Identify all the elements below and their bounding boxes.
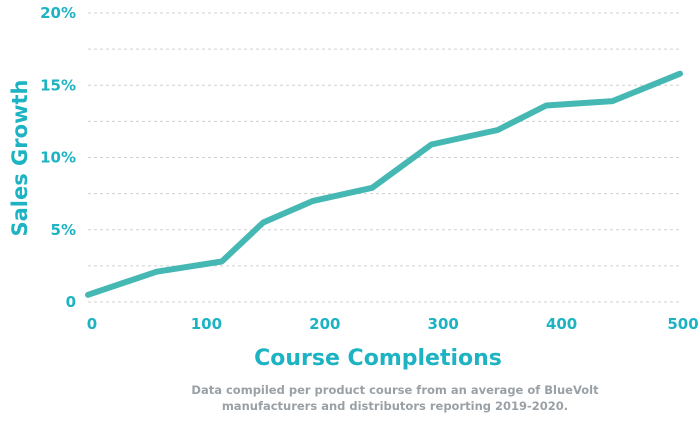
grid-lines <box>88 12 680 303</box>
y-tick-label: 10% <box>40 149 76 167</box>
x-tick-label: 200 <box>309 315 340 333</box>
x-tick-label: 500 <box>667 315 698 333</box>
series-layer <box>85 70 683 298</box>
x-tick-label: 100 <box>191 315 222 333</box>
x-tick-label: 300 <box>428 315 459 333</box>
caption-line-1: Data compiled per product course from an… <box>191 383 599 397</box>
chart-caption: Data compiled per product course from an… <box>150 382 640 414</box>
y-tick-label: 20% <box>40 4 76 22</box>
y-axis-ticks: 0 5% 10% 15% 20% <box>40 4 76 311</box>
y-tick-label: 5% <box>51 221 76 239</box>
series-line <box>85 70 683 298</box>
x-tick-label: 0 <box>87 315 97 333</box>
y-tick-label: 0 <box>66 293 76 311</box>
x-axis-ticks: 0 100 200 300 400 500 <box>87 315 699 333</box>
caption-line-2: manufacturers and distributors reporting… <box>221 399 569 413</box>
x-axis-label: Course Completions <box>254 346 502 371</box>
y-tick-label: 15% <box>40 76 76 94</box>
x-tick-label: 400 <box>546 315 577 333</box>
y-axis-label: Sales Growth <box>8 80 32 237</box>
